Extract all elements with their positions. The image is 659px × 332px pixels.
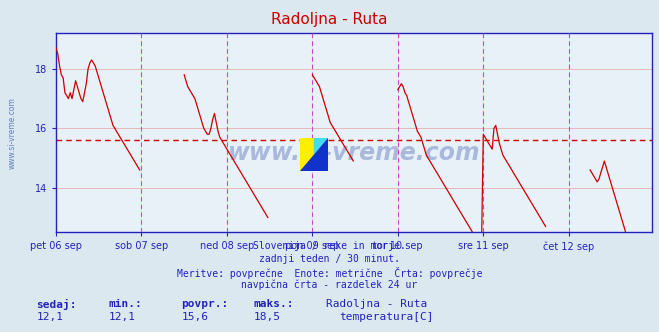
Text: www.si-vreme.com: www.si-vreme.com	[228, 141, 480, 165]
Text: temperatura[C]: temperatura[C]	[339, 312, 434, 322]
Bar	[314, 138, 328, 171]
Text: 15,6: 15,6	[181, 312, 208, 322]
Text: www.si-vreme.com: www.si-vreme.com	[8, 97, 17, 169]
Text: Slovenija / reke in morje.: Slovenija / reke in morje.	[253, 241, 406, 251]
Text: min.:: min.:	[109, 299, 142, 309]
Text: Meritve: povprečne  Enote: metrične  Črta: povprečje: Meritve: povprečne Enote: metrične Črta:…	[177, 267, 482, 279]
Text: povpr.:: povpr.:	[181, 299, 229, 309]
Text: Radoljna - Ruta: Radoljna - Ruta	[272, 12, 387, 27]
Text: 12,1: 12,1	[109, 312, 136, 322]
Bar	[300, 138, 314, 171]
Text: navpična črta - razdelek 24 ur: navpična črta - razdelek 24 ur	[241, 280, 418, 290]
Polygon shape	[300, 138, 328, 171]
Text: 18,5: 18,5	[254, 312, 281, 322]
Text: zadnji teden / 30 minut.: zadnji teden / 30 minut.	[259, 254, 400, 264]
Text: 12,1: 12,1	[36, 312, 63, 322]
Text: sedaj:: sedaj:	[36, 299, 76, 310]
Text: maks.:: maks.:	[254, 299, 294, 309]
Text: Radoljna - Ruta: Radoljna - Ruta	[326, 299, 428, 309]
